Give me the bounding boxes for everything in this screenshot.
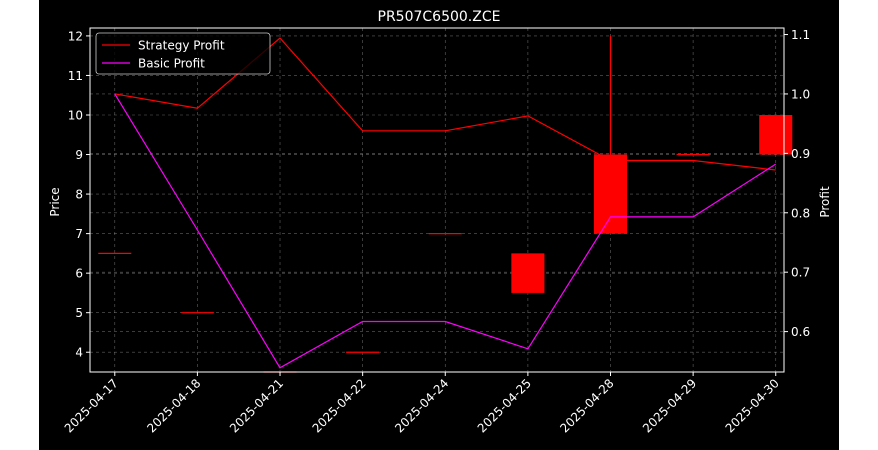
y-tick-label-right: 0.8: [791, 206, 810, 220]
candle-body: [593, 154, 628, 234]
y-tick-label-right: 0.9: [791, 147, 810, 161]
profit-lines: [114, 37, 777, 369]
chart-figure: 4 5 6 7 8 9 10 11 12 0.6 0.7 0.8 0.9 1.0 1.1 2025-04-17…: [39, 0, 839, 450]
legend-label: Basic Profit: [138, 57, 205, 71]
y-tick-label-right: 0.6: [791, 325, 810, 339]
legend-box: [95, 32, 271, 75]
y-tick-label-right: 1.1: [791, 28, 810, 42]
y-tick-label-left: 5: [75, 306, 83, 320]
y-tick-label-right: 0.7: [791, 266, 810, 280]
figure-background: [39, 0, 839, 450]
series-line-basic-profit: [114, 93, 777, 369]
candle-body: [759, 114, 793, 155]
y-tick-label-left: 9: [75, 148, 83, 162]
axes: [89, 27, 785, 373]
y-tick-label-left: 10: [68, 108, 83, 122]
chart-svg: 4567891011120.60.70.80.91.01.12025-04-17…: [39, 0, 839, 450]
legend: Strategy Profit Basic Profit: [95, 32, 271, 75]
series-line-strategy-profit: [114, 37, 776, 171]
y-tick-label-left: 4: [75, 346, 83, 360]
plot-frame: [89, 27, 785, 373]
chart-title: PR507C6500.ZCE: [378, 9, 501, 25]
candles: [98, 35, 793, 373]
y-tick-label-left: 8: [75, 188, 83, 202]
y-axis-label-right: Profit: [818, 186, 832, 218]
y-tick-label-left: 7: [75, 227, 83, 241]
y-axis-label-left: Price: [48, 187, 62, 216]
y-tick-label-left: 11: [68, 69, 83, 83]
legend-label: Strategy Profit: [138, 39, 225, 53]
y-tick-label-left: 6: [75, 267, 83, 281]
y-tick-label-right: 1.0: [791, 87, 810, 101]
candle-body: [511, 253, 545, 293]
y-tick-label-left: 12: [68, 29, 83, 43]
